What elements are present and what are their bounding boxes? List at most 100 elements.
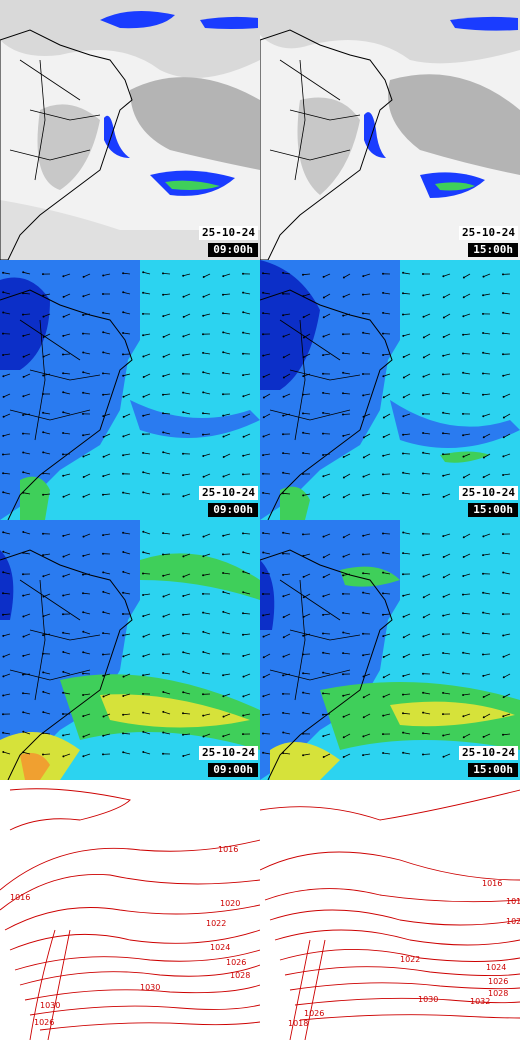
wind-vector-head: [182, 354, 185, 357]
wind-vector-head: [102, 311, 105, 314]
wind-vector: [203, 672, 211, 675]
wind-vector: [183, 553, 191, 557]
wind-vector: [283, 313, 291, 316]
wind-vector-head: [242, 591, 245, 594]
wind-vector: [263, 292, 271, 295]
wind-vector-head: [242, 612, 244, 615]
wind-vector: [402, 693, 411, 695]
wind-vector-head: [362, 696, 365, 699]
wind-vector: [363, 273, 371, 277]
wind-vector: [2, 613, 11, 616]
wind-vector: [483, 693, 491, 698]
wind-vector: [223, 273, 231, 277]
wind-vector: [283, 712, 291, 715]
wind-vector-head: [362, 275, 365, 278]
wind-vector: [223, 713, 231, 717]
wind-vector-head: [122, 531, 125, 534]
wind-vector-head: [362, 415, 365, 418]
wind-vector-head: [482, 674, 485, 677]
wind-vector: [283, 752, 291, 755]
wind-vector: [243, 292, 251, 295]
wind-vector: [142, 573, 151, 575]
wind-vector-head: [182, 733, 184, 736]
wind-vector: [382, 613, 391, 616]
wind-vector: [3, 373, 11, 377]
wind-vector: [23, 353, 31, 358]
wind-vector-head: [102, 734, 105, 737]
wind-vector-head: [2, 531, 5, 534]
wind-vector-head: [302, 494, 305, 497]
wind-vector: [242, 633, 251, 636]
wind-vector: [382, 593, 391, 595]
wind-vector-head: [422, 691, 425, 694]
wind-vector-head: [222, 393, 224, 396]
wind-vector-head: [222, 293, 224, 296]
wind-vector: [403, 593, 411, 597]
wind-high-map-0900: [0, 520, 260, 780]
wind-vector-head: [442, 453, 444, 456]
wind-vector-head: [382, 656, 385, 658]
wind-vector: [303, 353, 311, 358]
wind-vector-head: [322, 692, 324, 695]
wind-vector: [83, 651, 91, 655]
wind-vector-head: [282, 292, 284, 295]
wind-vector-head: [462, 333, 465, 336]
wind-vector: [283, 373, 291, 378]
wind-vector: [283, 732, 291, 735]
wind-vector-head: [222, 475, 225, 478]
wind-vector: [242, 612, 251, 615]
wind-vector-head: [62, 315, 65, 318]
wind-vector-head: [122, 454, 125, 457]
wind-vector: [83, 753, 91, 757]
wind-vector-head: [402, 471, 405, 474]
wind-vector: [443, 692, 451, 695]
wind-vector: [203, 713, 211, 716]
wind-vector-head: [242, 633, 244, 636]
wind-vector-head: [282, 616, 285, 619]
wind-vector-head: [2, 415, 5, 418]
wind-vector-head: [142, 730, 145, 733]
wind-vector-head: [442, 652, 445, 654]
wind-vector-head: [342, 611, 345, 614]
wind-vector-head: [42, 753, 44, 756]
wind-vector-head: [102, 293, 104, 295]
wind-vector: [83, 713, 91, 717]
wind-vector-head: [102, 331, 105, 334]
wind-vector-head: [62, 651, 65, 653]
wind-vector-head: [62, 353, 64, 356]
wind-vector-head: [502, 436, 505, 439]
wind-vector: [143, 531, 151, 535]
wind-vector-head: [122, 291, 125, 294]
wind-vector: [83, 693, 91, 696]
wind-vector-head: [362, 352, 365, 354]
wind-vector-head: [502, 676, 505, 679]
wind-vector-head: [282, 636, 285, 639]
wind-vector: [443, 672, 451, 675]
wind-vector: [143, 292, 151, 295]
wind-vector-head: [422, 412, 424, 415]
wind-vector: [3, 732, 11, 735]
wind-vector-head: [242, 695, 245, 698]
wind-vector: [83, 473, 91, 478]
wind-vector: [442, 432, 451, 435]
wind-vector-head: [422, 472, 424, 475]
wind-vector-head: [362, 293, 364, 296]
wind-vector-head: [482, 456, 485, 459]
wind-vector-head: [322, 275, 325, 278]
wind-vector-head: [102, 653, 104, 656]
wind-vector-head: [162, 375, 165, 378]
wind-vector-head: [42, 615, 45, 618]
wind-vector-head: [2, 713, 4, 716]
wind-vector-head: [222, 435, 225, 438]
wind-vector: [383, 373, 391, 377]
wind-vector: [503, 393, 511, 398]
wind-vector: [283, 593, 291, 597]
wind-vector-head: [182, 691, 185, 694]
wind-vector: [422, 732, 431, 735]
wind-vector: [23, 653, 31, 657]
wind-vector: [123, 332, 131, 335]
wind-vector-head: [202, 651, 205, 653]
wind-vector-head: [62, 334, 65, 337]
wind-vector-head: [82, 554, 85, 557]
wind-vector: [463, 433, 471, 436]
